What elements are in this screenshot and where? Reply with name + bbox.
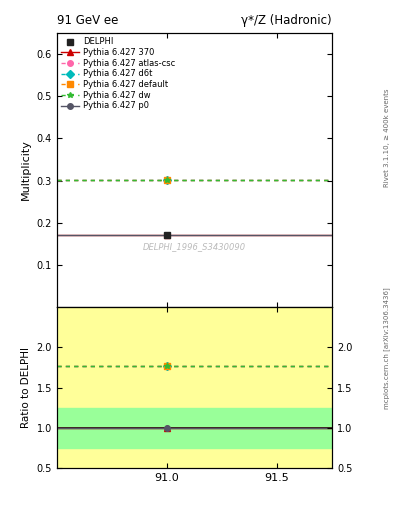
Y-axis label: Multiplicity: Multiplicity: [21, 140, 31, 201]
Text: mcplots.cern.ch [arXiv:1306.3436]: mcplots.cern.ch [arXiv:1306.3436]: [384, 287, 390, 409]
Y-axis label: Ratio to DELPHI: Ratio to DELPHI: [21, 347, 31, 428]
Text: 91 GeV ee: 91 GeV ee: [57, 14, 118, 27]
Bar: [57, 408, 332, 449]
Text: Rivet 3.1.10, ≥ 400k events: Rivet 3.1.10, ≥ 400k events: [384, 89, 390, 187]
Legend: DELPHI, Pythia 6.427 370, Pythia 6.427 atlas-csc, Pythia 6.427 d6t, Pythia 6.427: DELPHI, Pythia 6.427 370, Pythia 6.427 a…: [59, 36, 177, 112]
Text: DELPHI_1996_S3430090: DELPHI_1996_S3430090: [143, 242, 246, 251]
Text: γ*/Z (Hadronic): γ*/Z (Hadronic): [241, 14, 332, 27]
Bar: [57, 307, 332, 468]
